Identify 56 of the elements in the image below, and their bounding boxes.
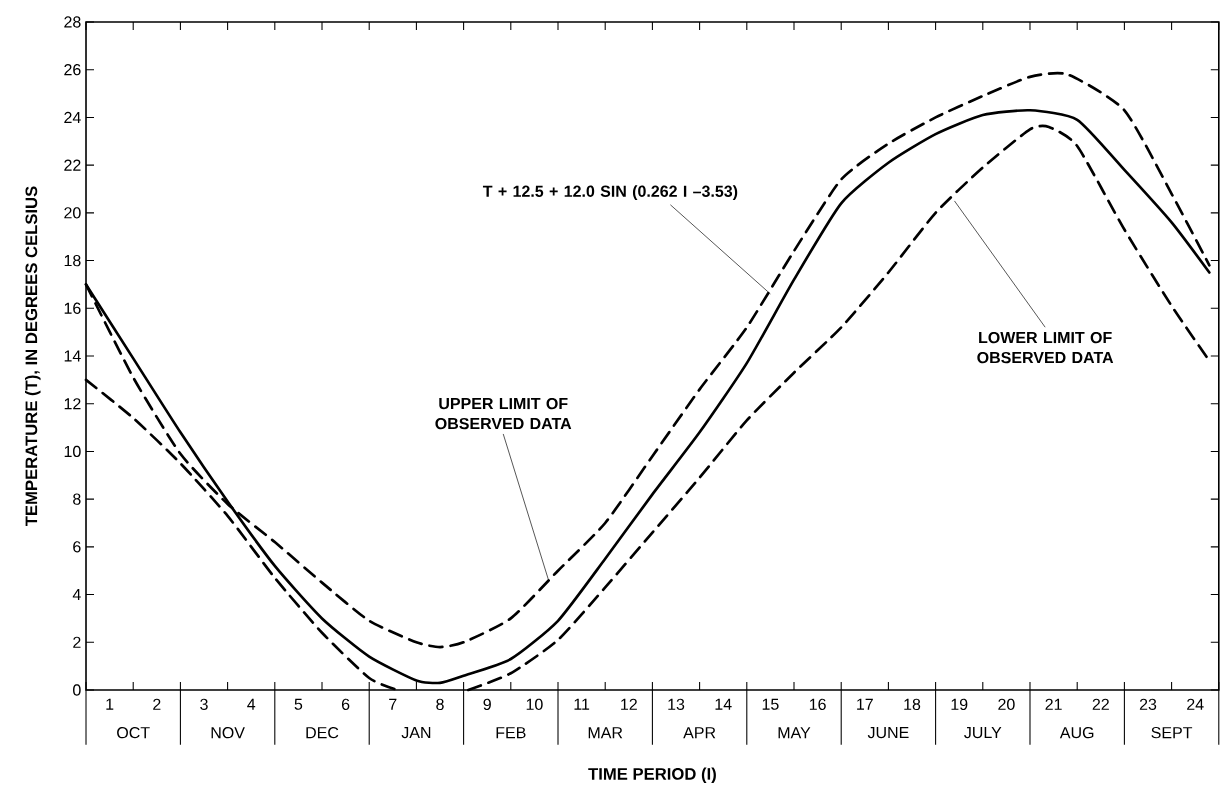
x-tick-label: 9 [483, 698, 491, 711]
x-tick-label: 14 [715, 698, 732, 710]
x-tick-label: 2 [153, 698, 161, 710]
y-tick-label: 16 [64, 302, 81, 314]
x-tick-label: 23 [1139, 698, 1157, 711]
text: MAY [778, 727, 811, 739]
text: JULY [964, 727, 1002, 739]
x-tick-label: 16 [809, 698, 826, 711]
y-tick-label: 18 [64, 254, 81, 267]
x-tick-label: 4 [247, 698, 256, 710]
x-tick-label: 1 [106, 698, 114, 710]
text: MAR [588, 727, 623, 739]
x-tick-label: 5 [294, 698, 303, 710]
x-tick-label: 24 [1187, 698, 1204, 710]
text: NOV [211, 726, 245, 739]
y-axis-title: TEMPERATURE (T), IN DEGREES CELSIUS [24, 186, 41, 527]
x-tick-label: 18 [904, 698, 921, 711]
y-tick-label: 12 [64, 398, 81, 410]
x-tick-label: 19 [951, 698, 968, 711]
x-tick-label: 6 [341, 698, 350, 711]
y-tick-label: 4 [72, 589, 81, 601]
x-tick-label: 12 [621, 698, 637, 710]
x-tick-label: 21 [1045, 698, 1062, 710]
text: AUG [1059, 726, 1094, 739]
x-tick-label: 3 [200, 698, 208, 711]
y-tick-label: 14 [64, 350, 81, 362]
x-tick-label: 20 [998, 698, 1015, 711]
annotation: T + 12.5 + 12.0 SIN (0.262 I –3.53) [482, 185, 738, 201]
y-tick-label: 8 [73, 493, 81, 505]
y-tick-label: 22 [64, 159, 81, 171]
y-tick-label: 2 [73, 636, 81, 648]
text: OCT [117, 726, 150, 739]
y-tick-label: 24 [64, 111, 81, 124]
y-tick-label: 28 [64, 16, 81, 28]
annotation: LOWER LIMIT OF OBSERVED DATA [977, 331, 1114, 364]
y-tick-label: 26 [64, 64, 81, 76]
y-tick-label: 6 [73, 541, 81, 553]
y-tick-label: 20 [64, 207, 81, 219]
x-tick-label: 15 [762, 698, 779, 710]
x-axis-title: TIME PERIOD (I) [588, 767, 716, 784]
text: SEPT [1151, 726, 1193, 739]
x-tick-label: 17 [857, 698, 873, 710]
x-tick-label: 13 [668, 698, 685, 711]
y-tick-label: 10 [64, 445, 81, 458]
x-tick-label: 8 [436, 698, 444, 711]
annotation: UPPER LIMIT OF OBSERVED DATA [435, 397, 572, 430]
x-tick-label: 11 [574, 698, 590, 710]
y-tick-label: 0 [73, 684, 81, 696]
x-tick-label: 22 [1092, 698, 1109, 710]
text: JUNE [867, 727, 909, 739]
text: FEB [496, 727, 526, 739]
x-tick-label: 7 [389, 698, 397, 710]
text: DEC [306, 726, 339, 739]
text: APR [683, 727, 716, 739]
x-tick-label: 10 [526, 698, 543, 711]
text: JAN [401, 727, 431, 739]
